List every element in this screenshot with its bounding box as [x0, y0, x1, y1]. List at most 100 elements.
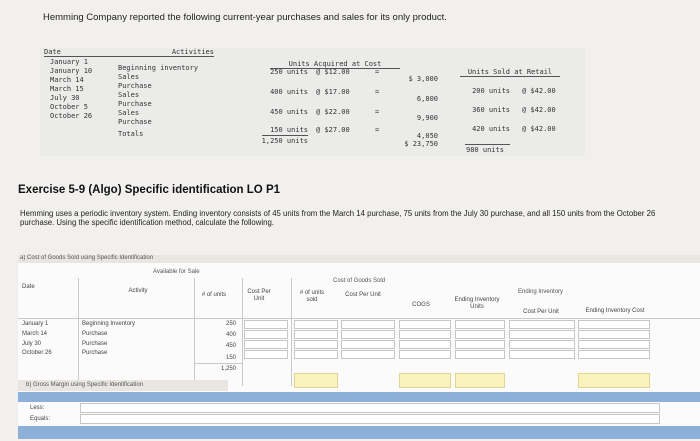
date-cell: March 15 [50, 85, 84, 93]
cogs-input[interactable] [399, 330, 451, 339]
row-date: January 1 [22, 321, 49, 327]
units-sold-input[interactable] [294, 330, 338, 339]
row-activity: Beginning Inventory [82, 321, 136, 327]
units-sold-input[interactable] [294, 320, 338, 329]
cost-per-unit-input[interactable] [244, 350, 288, 359]
cogs-cost-per-unit-input[interactable] [341, 330, 395, 339]
part-b-title: b) Gross Margin using Specific Identific… [26, 382, 144, 388]
totals-rule [262, 135, 308, 136]
part-b-header: b) Gross Margin using Specific Identific… [18, 380, 228, 391]
unit-cost-cell: @ $17.00 [316, 88, 350, 96]
units-sold-input[interactable] [294, 340, 338, 349]
cogs-cost-per-unit-input[interactable] [341, 320, 395, 329]
part-b-title-bar [18, 392, 700, 402]
equals-input[interactable] [80, 414, 660, 424]
row-units: 400 [225, 332, 236, 338]
activity-cell: Sales [118, 91, 140, 99]
row-activity: Purchase [82, 331, 108, 337]
ending-cost-per-unit-input[interactable] [509, 320, 575, 329]
activity-cell: Sales [118, 73, 140, 81]
ending-cost-input[interactable] [578, 320, 650, 329]
available-for-sale-label: Available for Sale [153, 269, 200, 275]
cogs-group-label: Cost of Goods Sold [333, 278, 386, 284]
total-ending-cost-input[interactable] [578, 373, 650, 388]
total-units-sold-input[interactable] [294, 373, 338, 388]
total-units: 1,250 units [261, 137, 308, 145]
col-num-units: # of units [201, 292, 227, 298]
cogs-cost-per-unit-input[interactable] [341, 350, 395, 359]
total-units-sold: 980 units [466, 146, 504, 154]
purchases-sales-table: Date Activities Units Acquired at Cost U… [40, 48, 585, 156]
ending-cost-input[interactable] [578, 340, 650, 349]
exercise-description: Hemming uses a periodic inventory system… [20, 209, 656, 227]
ending-units-input[interactable] [455, 350, 505, 359]
date-cell: October 5 [50, 103, 88, 111]
equals-cell: = [375, 126, 380, 134]
col-header-activities: Activities [44, 48, 214, 57]
retail-price-cell: @ $42.00 [522, 106, 556, 114]
date-cell: March 14 [50, 76, 84, 84]
exercise-title: Exercise 5-9 (Algo) Specific identificat… [18, 184, 281, 196]
total-cost-cell: 4,050 [416, 132, 438, 140]
retail-price-cell: @ $42.00 [522, 87, 556, 95]
row-date: March 14 [22, 331, 48, 337]
cost-per-unit-input[interactable] [244, 320, 288, 329]
ending-cost-per-unit-input[interactable] [509, 340, 575, 349]
sold-totals-rule [465, 144, 510, 145]
row-activity: Purchase [82, 341, 108, 347]
units-acquired-cell: 400 units [270, 88, 308, 96]
activity-cell: Beginning inventory [118, 64, 199, 72]
units-acquired-cell: 250 units [270, 68, 308, 76]
col-header-units-acquired: Units Acquired at Cost [270, 60, 400, 69]
equals-label: Equals: [30, 416, 51, 422]
row-units: 150 [225, 355, 236, 361]
row-date: July 30 [22, 341, 42, 347]
activity-cell: Sales [118, 109, 140, 117]
cogs-input[interactable] [399, 320, 451, 329]
col-header-units-sold: Units Sold at Retail [460, 68, 560, 77]
col-cogs-cost-per-unit: Cost Per Unit [345, 292, 381, 298]
activity-cell: Purchase [118, 100, 152, 108]
col-units-sold: # of units sold [299, 290, 325, 303]
ending-cost-per-unit-input[interactable] [509, 330, 575, 339]
total-cost-cell: 6,800 [416, 95, 438, 103]
col-date: Date [22, 284, 35, 290]
col-activity: Activity [128, 288, 148, 294]
units-sold-input[interactable] [294, 350, 338, 359]
less-label: Less: [30, 405, 45, 411]
total-ending-units-input[interactable] [455, 373, 505, 388]
cogs-input[interactable] [399, 350, 451, 359]
row-activity: Purchase [82, 350, 108, 356]
ending-units-input[interactable] [455, 330, 505, 339]
ending-cost-input[interactable] [578, 330, 650, 339]
units-sold-cell: 360 units [472, 106, 510, 114]
intro-text: Hemming Company reported the following c… [43, 12, 447, 23]
total-cogs-input[interactable] [399, 373, 451, 388]
date-cell: January 10 [50, 67, 93, 75]
activity-cell: Purchase [118, 82, 152, 90]
equals-cell: = [375, 108, 380, 116]
activity-cell: Purchase [118, 118, 152, 126]
ending-units-input[interactable] [455, 320, 505, 329]
row-units: 450 [225, 343, 236, 349]
cost-per-unit-input[interactable] [244, 340, 288, 349]
part-b-bottom-bar [18, 426, 700, 439]
date-cell: October 26 [50, 112, 93, 120]
col-ending-cost: Ending Inventory Cost [585, 308, 645, 314]
ending-cost-input[interactable] [578, 350, 650, 359]
units-acquired-cell: 150 units [270, 126, 308, 134]
units-acquired-cell: 450 units [270, 108, 308, 116]
total-cost-cell: $ 3,000 [408, 75, 438, 83]
part-a-header: a) Cost of Goods Sold using Specific Ide… [18, 255, 700, 263]
cogs-cost-per-unit-input[interactable] [341, 340, 395, 349]
ending-cost-per-unit-input[interactable] [509, 350, 575, 359]
less-input[interactable] [80, 403, 660, 413]
total-units: 1,250 [220, 366, 236, 372]
ending-units-input[interactable] [455, 340, 505, 349]
units-sold-cell: 420 units [472, 125, 510, 133]
cogs-input[interactable] [399, 340, 451, 349]
col-cogs: COGS [412, 302, 430, 308]
totals-label: Totals [118, 130, 144, 138]
equals-cell: = [375, 88, 380, 96]
cost-per-unit-input[interactable] [244, 330, 288, 339]
